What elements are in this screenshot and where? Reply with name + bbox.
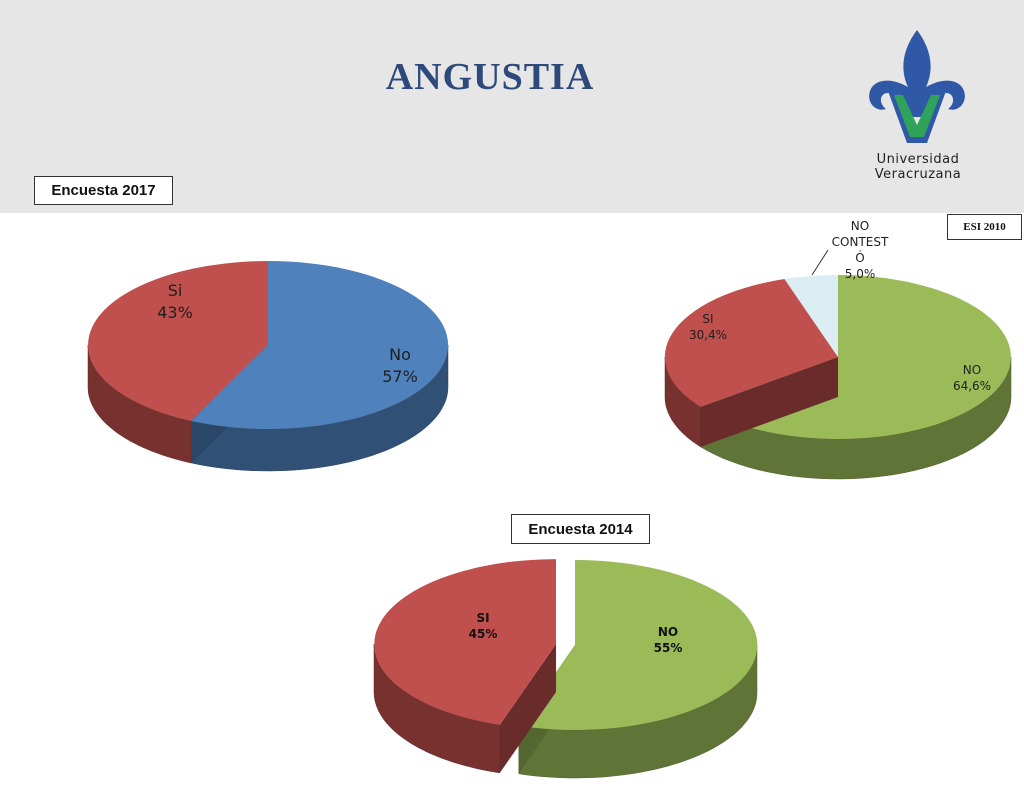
slice-label: No 57% xyxy=(382,345,418,386)
pie-chart-2010: NO 64,6% SI 30,4% NO CONTEST Ó 5,0% xyxy=(664,219,1012,480)
chart-2010-title: ESI 2010 xyxy=(947,214,1022,240)
leader-line xyxy=(811,249,829,276)
university-logo-icon xyxy=(869,30,965,143)
chart-2014-title: Encuesta 2014 xyxy=(511,514,650,544)
page-title: ANGUSTIA xyxy=(385,56,595,98)
pie-slice-si xyxy=(664,279,838,448)
chart-2017-title: Encuesta 2017 xyxy=(34,176,173,205)
slice-label: SI 30,4% xyxy=(689,312,727,342)
university-name: Universidad Veracruzana xyxy=(874,152,962,182)
pie-chart-2017: Si 43% No 57% xyxy=(87,260,449,472)
pie-slice-si xyxy=(373,559,557,774)
pie-slice-no-contest- xyxy=(784,275,838,357)
slice-label: SI 45% xyxy=(469,611,498,641)
slice-label: Si 43% xyxy=(157,281,193,322)
slice-label: NO 64,6% xyxy=(953,363,991,393)
slice-label: NO 55% xyxy=(654,625,683,655)
slice-label: NO CONTEST Ó 5,0% xyxy=(832,219,889,281)
pie-slice-no xyxy=(518,559,758,779)
pie-chart-2014: NO 55% SI 45% xyxy=(373,559,758,779)
pie-slice-no xyxy=(191,260,449,472)
